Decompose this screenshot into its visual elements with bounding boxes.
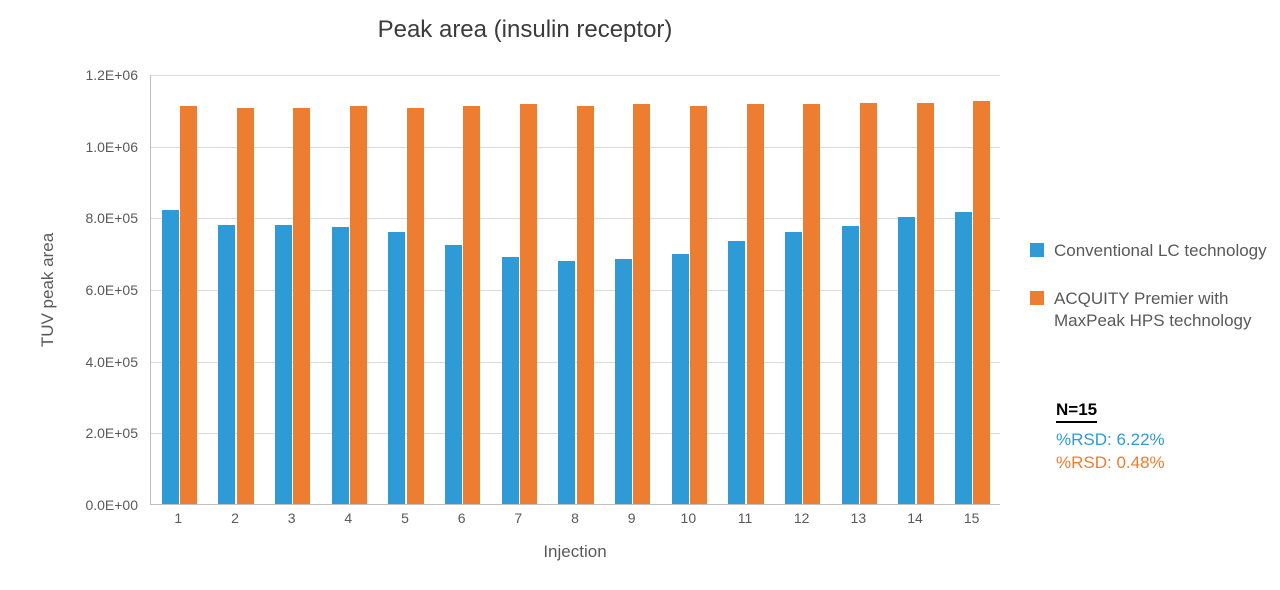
- x-tick-label: 2: [231, 510, 239, 526]
- x-tick-label: 13: [851, 510, 867, 526]
- bar: [917, 103, 934, 504]
- y-axis-ticks: 0.0E+002.0E+054.0E+056.0E+058.0E+051.0E+…: [80, 75, 144, 505]
- bar: [747, 104, 764, 504]
- x-axis-label: Injection: [150, 542, 1000, 562]
- bar: [955, 212, 972, 504]
- x-tick-label: 14: [907, 510, 923, 526]
- y-tick-label: 8.0E+05: [85, 210, 138, 226]
- y-tick-label: 1.2E+06: [85, 67, 138, 83]
- x-tick-label: 15: [964, 510, 980, 526]
- bar: [463, 106, 480, 504]
- bar: [237, 108, 254, 504]
- x-tick-label: 5: [401, 510, 409, 526]
- x-tick-label: 11: [738, 510, 753, 526]
- rsd-value: 0.48%: [1116, 453, 1164, 472]
- bar: [690, 106, 707, 504]
- bar: [577, 106, 594, 504]
- x-tick-label: 8: [571, 510, 579, 526]
- bar: [672, 254, 689, 504]
- bars-layer: [151, 75, 1000, 504]
- bar: [785, 232, 802, 504]
- bar: [803, 104, 820, 504]
- x-tick-label: 4: [344, 510, 352, 526]
- y-tick-label: 0.0E+00: [85, 497, 138, 513]
- plot-area: [150, 75, 1000, 505]
- bar: [445, 245, 462, 504]
- x-tick-label: 9: [628, 510, 636, 526]
- legend-item: Conventional LC technology: [1030, 240, 1270, 262]
- legend-item: ACQUITY Premier with MaxPeak HPS technol…: [1030, 288, 1270, 332]
- x-tick-label: 7: [514, 510, 522, 526]
- bar: [898, 217, 915, 504]
- y-tick-label: 2.0E+05: [85, 425, 138, 441]
- bar: [275, 225, 292, 504]
- x-tick-label: 10: [681, 510, 697, 526]
- stats-n: N=15: [1056, 400, 1097, 423]
- bar: [502, 257, 519, 504]
- x-axis-ticks: 123456789101112131415: [150, 510, 1000, 532]
- chart-title: Peak area (insulin receptor): [30, 16, 1020, 44]
- bar: [293, 108, 310, 504]
- rsd-label: %RSD:: [1056, 453, 1112, 472]
- bar: [180, 106, 197, 504]
- rsd-label: %RSD:: [1056, 430, 1112, 449]
- stats-rsd: %RSD: 0.48%: [1056, 452, 1256, 475]
- y-tick-label: 4.0E+05: [85, 354, 138, 370]
- rsd-value: 6.22%: [1116, 430, 1164, 449]
- bar: [728, 241, 745, 504]
- stats-block: N=15 %RSD: 6.22% %RSD: 0.48%: [1056, 400, 1256, 475]
- x-tick-label: 1: [174, 510, 182, 526]
- bar: [973, 101, 990, 504]
- bar: [520, 104, 537, 504]
- bar: [633, 104, 650, 504]
- legend-swatch: [1030, 243, 1044, 257]
- legend-label: Conventional LC technology: [1054, 240, 1267, 262]
- y-tick-label: 1.0E+06: [85, 139, 138, 155]
- bar: [218, 225, 235, 505]
- y-tick-label: 6.0E+05: [85, 282, 138, 298]
- x-tick-label: 3: [288, 510, 296, 526]
- stats-rsd: %RSD: 6.22%: [1056, 429, 1256, 452]
- bar: [558, 261, 575, 504]
- bar: [407, 108, 424, 504]
- x-tick-label: 6: [458, 510, 466, 526]
- bar: [615, 259, 632, 504]
- bar: [162, 210, 179, 504]
- bar: [388, 232, 405, 504]
- legend-swatch: [1030, 291, 1044, 305]
- legend: Conventional LC technology ACQUITY Premi…: [1030, 240, 1270, 358]
- x-tick-label: 12: [794, 510, 810, 526]
- bar: [350, 106, 367, 504]
- bar: [860, 103, 877, 504]
- bar: [842, 226, 859, 504]
- chart-container: Peak area (insulin receptor) TUV peak ar…: [30, 10, 1020, 580]
- y-axis-label: TUV peak area: [38, 75, 58, 505]
- legend-label: ACQUITY Premier with MaxPeak HPS technol…: [1054, 288, 1270, 332]
- bar: [332, 227, 349, 504]
